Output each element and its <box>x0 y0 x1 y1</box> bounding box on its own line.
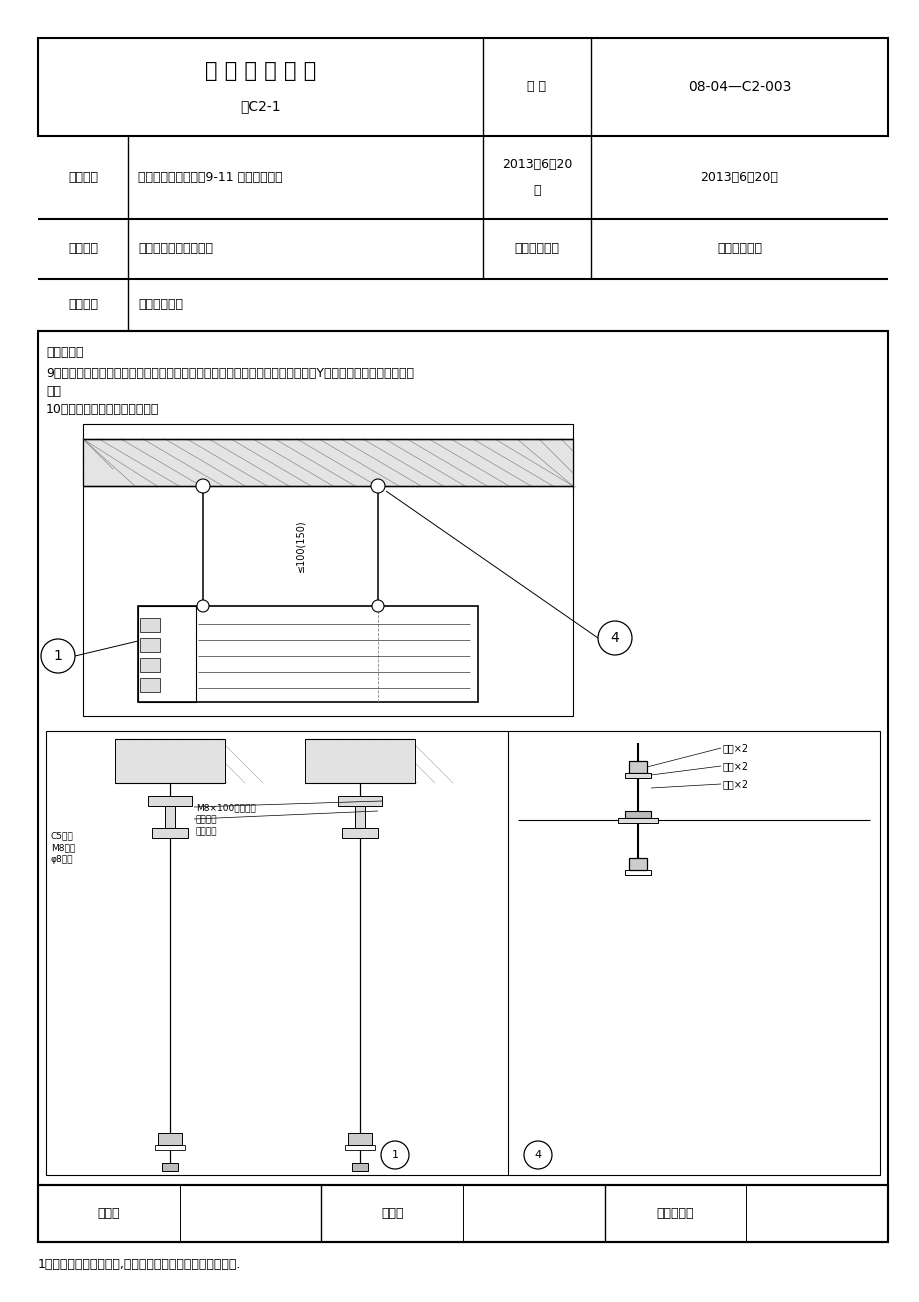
Text: 2013年6月20: 2013年6月20 <box>501 158 572 171</box>
Bar <box>148 796 192 806</box>
Circle shape <box>197 600 209 612</box>
Text: 4: 4 <box>534 1150 541 1160</box>
Text: 交底提要: 交底提要 <box>68 298 98 311</box>
Text: 接受交底人: 接受交底人 <box>656 1207 694 1220</box>
Bar <box>38 331 887 1242</box>
FancyArrow shape <box>558 460 573 466</box>
Text: 1、本表由施工单位填写,交底单位与接受交底单位各存一份.: 1、本表由施工单位填写,交底单位与接受交底单位各存一份. <box>38 1258 241 1271</box>
Bar <box>140 618 160 631</box>
Text: 9．风机盘管同冷热媒水管连接，应在管道系统冲洗排污后进行连接，且入水口加Y型过滤器，以防堵塞热交换: 9．风机盘管同冷热媒水管连接，应在管道系统冲洗排污后进行连接，且入水口加Y型过滤… <box>46 367 414 380</box>
Bar <box>140 658 160 672</box>
Text: 河北建设集团有限公司: 河北建设集团有限公司 <box>138 242 213 255</box>
Text: 垫圈×2: 垫圈×2 <box>722 760 748 771</box>
Text: C5槽型: C5槽型 <box>51 831 74 840</box>
Bar <box>46 730 879 1174</box>
Text: 技 术 交 底 记 录: 技 术 交 底 记 录 <box>205 61 316 81</box>
Bar <box>352 1163 368 1170</box>
Text: φ8吊杆: φ8吊杆 <box>51 855 74 865</box>
Text: 1: 1 <box>53 648 62 663</box>
Bar <box>337 796 381 806</box>
Bar <box>83 439 573 486</box>
Text: M8螺栓: M8螺栓 <box>51 842 75 852</box>
Bar <box>162 1163 177 1170</box>
Bar <box>629 858 646 870</box>
Bar <box>342 828 378 838</box>
Circle shape <box>524 1141 551 1169</box>
Bar <box>38 1185 887 1242</box>
Bar <box>138 605 196 702</box>
Bar <box>355 806 365 828</box>
Text: 审核人: 审核人 <box>97 1207 120 1220</box>
Text: 交底内容：: 交底内容： <box>46 346 84 359</box>
Text: 胶垫×2: 胶垫×2 <box>722 779 748 789</box>
Bar <box>345 1144 375 1150</box>
Bar <box>624 773 651 779</box>
Text: 交底人: 交底人 <box>380 1207 403 1220</box>
Circle shape <box>370 479 384 493</box>
Text: 表C2-1: 表C2-1 <box>240 99 280 113</box>
Text: 螺母×2: 螺母×2 <box>722 743 748 753</box>
Bar <box>152 828 187 838</box>
Bar <box>158 1133 182 1144</box>
Bar <box>140 638 160 652</box>
Text: 方铁垫圈: 方铁垫圈 <box>196 815 217 824</box>
Text: 风机盘管安装: 风机盘管安装 <box>138 298 183 311</box>
Bar <box>165 806 175 828</box>
Text: 施工单位: 施工单位 <box>68 242 98 255</box>
Text: 08-04—C2-003: 08-04—C2-003 <box>687 79 790 94</box>
Text: 日: 日 <box>533 185 540 198</box>
Circle shape <box>41 639 75 673</box>
Circle shape <box>196 479 210 493</box>
Text: 弹簧垫圈: 弹簧垫圈 <box>196 827 217 836</box>
Bar <box>629 760 646 773</box>
Bar <box>115 740 225 783</box>
Circle shape <box>380 1141 409 1169</box>
Text: 分项工程名称: 分项工程名称 <box>514 242 559 255</box>
Bar <box>305 740 414 783</box>
Bar <box>624 811 651 818</box>
Text: 风机盘管安装: 风机盘管安装 <box>716 242 761 255</box>
Bar <box>83 424 573 716</box>
Bar <box>154 1144 185 1150</box>
Text: 1: 1 <box>391 1150 398 1160</box>
Bar <box>618 818 657 823</box>
Text: 4: 4 <box>610 631 618 644</box>
Text: 10．卧式风机盘管安装见下图：: 10．卧式风机盘管安装见下图： <box>46 404 159 417</box>
Bar <box>140 678 160 691</box>
Bar <box>347 1133 371 1144</box>
Text: 编 号: 编 号 <box>527 81 546 94</box>
Text: 器。: 器。 <box>46 385 61 398</box>
Text: M8×100胀锚螺栓: M8×100胀锚螺栓 <box>196 803 255 812</box>
Bar <box>138 605 478 702</box>
Text: 2013年6月20日: 2013年6月20日 <box>699 171 777 184</box>
Text: 工程名称: 工程名称 <box>68 171 98 184</box>
Bar <box>624 870 651 875</box>
Bar <box>38 38 887 135</box>
FancyArrow shape <box>83 460 98 466</box>
Text: 西单汇大厦办公用房9-11 装修改造工程: 西单汇大厦办公用房9-11 装修改造工程 <box>138 171 282 184</box>
Circle shape <box>597 621 631 655</box>
Text: ≤100(150): ≤100(150) <box>295 519 305 573</box>
Circle shape <box>371 600 383 612</box>
